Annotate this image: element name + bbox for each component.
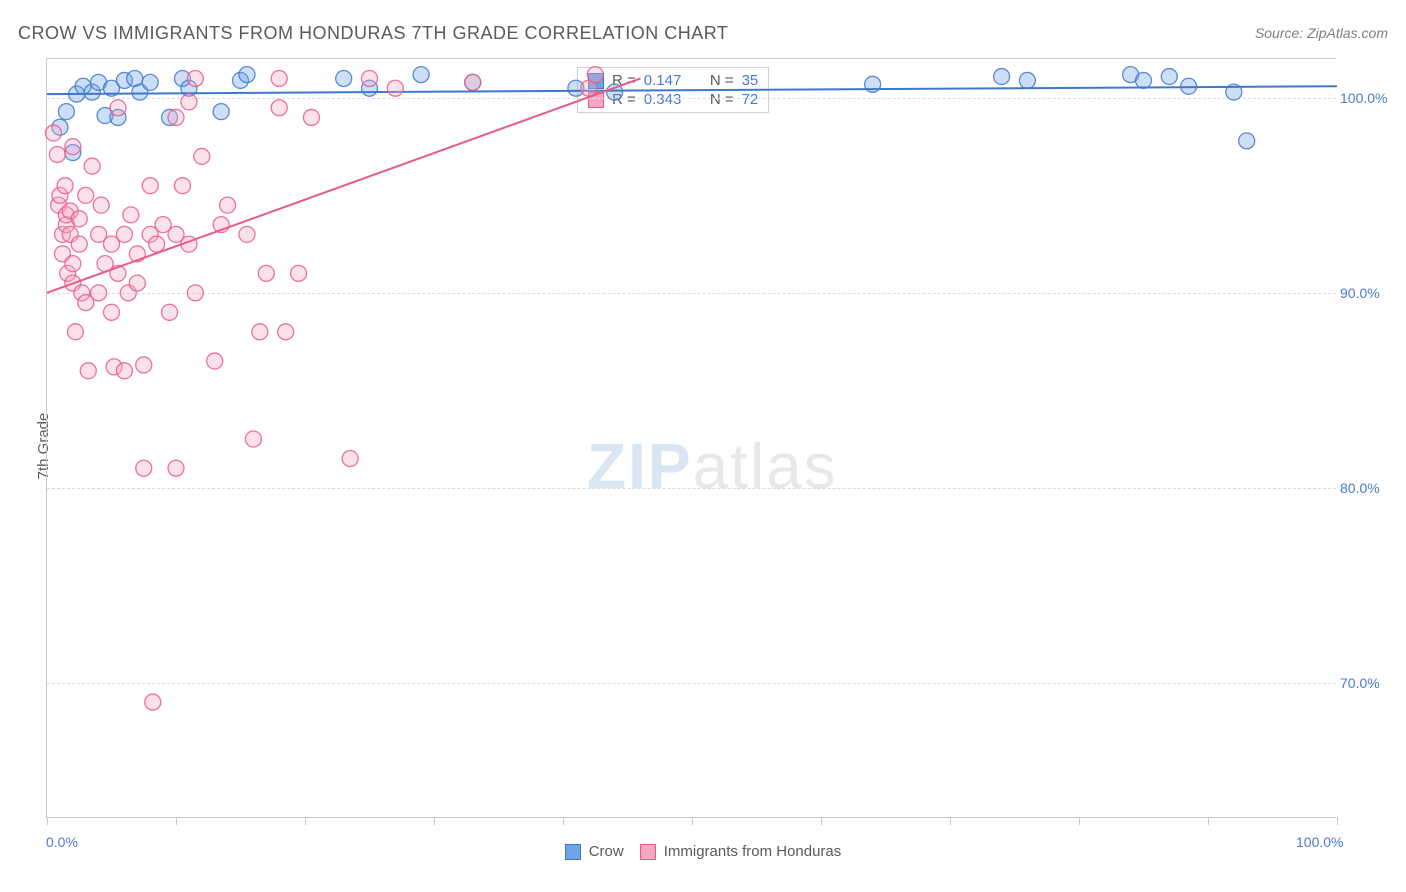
x-tick	[1337, 817, 1338, 825]
data-point	[239, 67, 255, 83]
data-point	[291, 265, 307, 281]
data-point	[136, 357, 152, 373]
data-point	[1161, 69, 1177, 85]
plot-svg	[47, 59, 1337, 819]
data-point	[168, 109, 184, 125]
data-point	[91, 285, 107, 301]
data-point	[387, 80, 403, 96]
data-point	[142, 178, 158, 194]
data-point	[149, 236, 165, 252]
y-tick-label: 70.0%	[1340, 675, 1394, 691]
legend-swatch	[640, 844, 656, 860]
source-name: ZipAtlas.com	[1307, 25, 1388, 41]
y-tick-label: 90.0%	[1340, 285, 1394, 301]
data-point	[78, 187, 94, 203]
data-point	[71, 236, 87, 252]
data-point	[303, 109, 319, 125]
data-point	[142, 74, 158, 90]
data-point	[1019, 72, 1035, 88]
data-point	[84, 158, 100, 174]
chart-title: CROW VS IMMIGRANTS FROM HONDURAS 7TH GRA…	[18, 23, 728, 44]
data-point	[278, 324, 294, 340]
data-point	[1239, 133, 1255, 149]
source-prefix: Source:	[1255, 25, 1307, 41]
data-point	[252, 324, 268, 340]
y-tick-label: 100.0%	[1340, 90, 1394, 106]
legend-label: Immigrants from Honduras	[664, 843, 842, 860]
data-point	[239, 226, 255, 242]
data-point	[110, 100, 126, 116]
data-point	[213, 104, 229, 120]
legend-swatch	[565, 844, 581, 860]
data-point	[45, 125, 61, 141]
data-point	[271, 70, 287, 86]
data-point	[187, 285, 203, 301]
data-point	[413, 67, 429, 83]
title-bar: CROW VS IMMIGRANTS FROM HONDURAS 7TH GRA…	[18, 18, 1388, 48]
data-point	[336, 70, 352, 86]
data-point	[71, 211, 87, 227]
data-point	[994, 69, 1010, 85]
bottom-legend: Crow Immigrants from Honduras	[0, 843, 1406, 860]
data-point	[116, 363, 132, 379]
legend-item: Crow	[565, 843, 624, 860]
data-point	[220, 197, 236, 213]
data-point	[187, 70, 203, 86]
data-point	[93, 197, 109, 213]
data-point	[104, 304, 120, 320]
data-point	[49, 146, 65, 162]
data-point	[80, 363, 96, 379]
data-point	[129, 275, 145, 291]
data-point	[65, 256, 81, 272]
data-point	[168, 460, 184, 476]
data-point	[207, 353, 223, 369]
data-point	[258, 265, 274, 281]
data-point	[116, 226, 132, 242]
data-point	[587, 67, 603, 83]
trend-line	[47, 78, 640, 292]
legend-item: Immigrants from Honduras	[640, 843, 842, 860]
data-point	[58, 104, 74, 120]
data-point	[465, 74, 481, 90]
data-point	[362, 70, 378, 86]
source-attribution: Source: ZipAtlas.com	[1255, 25, 1388, 41]
data-point	[342, 450, 358, 466]
data-point	[181, 94, 197, 110]
data-point	[271, 100, 287, 116]
data-point	[67, 324, 83, 340]
data-point	[174, 178, 190, 194]
data-point	[1136, 72, 1152, 88]
legend-label: Crow	[589, 843, 624, 860]
data-point	[162, 304, 178, 320]
chart-container: CROW VS IMMIGRANTS FROM HONDURAS 7TH GRA…	[0, 0, 1406, 892]
data-point	[123, 207, 139, 223]
y-tick-label: 80.0%	[1340, 480, 1394, 496]
data-point	[65, 139, 81, 155]
data-point	[145, 694, 161, 710]
plot-area: ZIPatlas R = 0.147 N = 35R = 0.343 N = 7…	[46, 58, 1336, 818]
data-point	[136, 460, 152, 476]
data-point	[245, 431, 261, 447]
data-point	[194, 148, 210, 164]
data-point	[57, 178, 73, 194]
